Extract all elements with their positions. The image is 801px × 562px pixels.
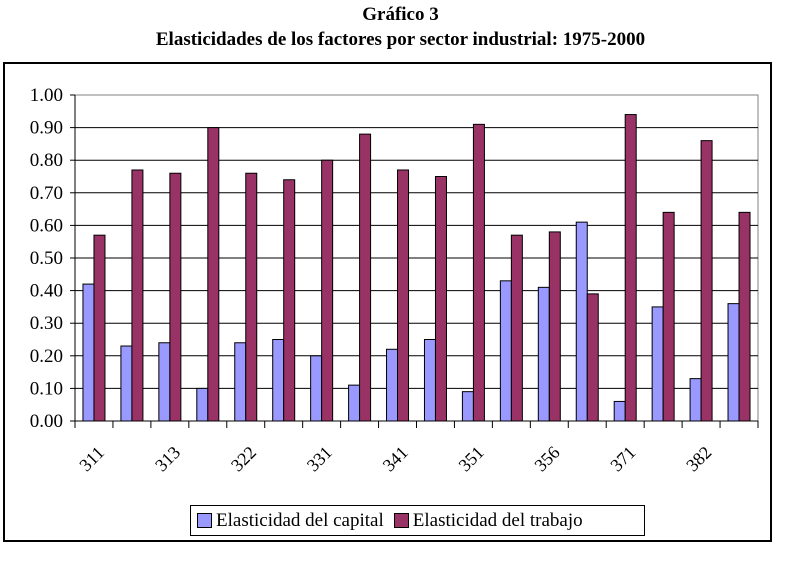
legend-item-trabajo: Elasticidad del trabajo <box>393 509 583 532</box>
bar-trabajo <box>472 123 485 422</box>
y-tick-label: 0.50 <box>30 248 63 269</box>
x-tick-label: 311 <box>75 442 108 475</box>
bar-capital <box>158 342 171 422</box>
x-tick-label: 313 <box>151 442 184 475</box>
bar-capital <box>651 306 664 422</box>
bar-trabajo <box>321 159 334 422</box>
y-tick-label: 0.90 <box>30 118 63 139</box>
y-tick-label: 1.00 <box>30 85 63 106</box>
bar-trabajo <box>131 169 144 422</box>
bar-trabajo <box>700 140 713 422</box>
y-tick-label: 0.10 <box>30 378 63 399</box>
y-tick-label: 0.30 <box>30 313 63 334</box>
bar-capital <box>423 339 436 422</box>
bar-trabajo <box>586 293 599 422</box>
bar-capital <box>461 391 474 422</box>
bar-capital <box>310 355 323 422</box>
bar-capital <box>386 348 399 422</box>
bar-capital <box>234 342 247 422</box>
bar-trabajo <box>169 172 182 422</box>
chart-frame <box>3 62 772 542</box>
x-tick-label: 382 <box>682 442 715 475</box>
x-tick-label: 356 <box>530 442 563 475</box>
bar-trabajo <box>245 172 258 422</box>
legend-label-trabajo: Elasticidad del trabajo <box>412 509 583 531</box>
bar-trabajo <box>283 179 296 422</box>
legend-label-capital: Elasticidad del capital <box>216 509 384 531</box>
y-tick-label: 0.20 <box>30 346 63 367</box>
legend-item-capital: Elasticidad del capital <box>197 510 384 532</box>
bar-capital <box>82 283 95 422</box>
legend-swatch-trabajo <box>393 513 409 528</box>
bar-capital <box>348 384 361 422</box>
bar-capital <box>537 286 550 422</box>
y-tick-label: 0.40 <box>30 281 63 302</box>
x-tick-label: 351 <box>455 442 488 475</box>
bar-capital <box>727 303 740 422</box>
bar-trabajo <box>624 114 637 422</box>
y-tick-label: 0.00 <box>30 411 63 432</box>
y-tick-label: 0.60 <box>30 215 63 236</box>
bar-trabajo <box>662 211 675 422</box>
x-tick-label: 371 <box>606 442 639 475</box>
legend-swatch-capital <box>197 513 212 528</box>
y-tick-label: 0.70 <box>30 183 63 204</box>
x-tick-label: 341 <box>379 442 412 475</box>
bar-trabajo <box>510 234 523 422</box>
bar-trabajo <box>93 234 106 422</box>
bar-capital <box>272 339 285 422</box>
bar-trabajo <box>397 169 410 422</box>
y-tick-label: 0.80 <box>30 150 63 171</box>
bar-capital <box>196 387 209 422</box>
x-tick-label: 322 <box>227 442 260 475</box>
bar-capital <box>575 221 588 422</box>
bar-capital <box>499 280 512 422</box>
chart-subtitle: Elasticidades de los factores por sector… <box>155 29 646 50</box>
bar-trabajo <box>359 133 372 422</box>
legend: Elasticidad del capital Elasticidad del … <box>190 505 645 536</box>
chart-title: Gráfico 3 <box>362 4 439 25</box>
bar-capital <box>613 400 626 422</box>
bar-trabajo <box>738 211 751 422</box>
bar-capital <box>689 378 702 422</box>
bar-trabajo <box>548 231 561 422</box>
x-tick-label: 331 <box>303 442 336 475</box>
bar-trabajo <box>434 176 447 422</box>
bar-trabajo <box>207 127 220 422</box>
bar-capital <box>120 345 133 422</box>
